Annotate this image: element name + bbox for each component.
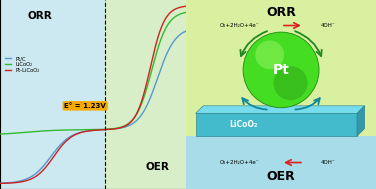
Text: OER: OER (146, 162, 170, 172)
Pt-LiCoO₂ (122, 125, 127, 128)
Text: 4OH⁻: 4OH⁻ (321, 160, 336, 165)
Pt/C (45, 159, 50, 162)
LiCoO₂ (31, 131, 35, 133)
Pt/C (0, 182, 2, 184)
Line: LiCoO₂: LiCoO₂ (0, 12, 186, 134)
Polygon shape (357, 106, 365, 136)
Polygon shape (196, 106, 365, 113)
LiCoO₂ (82, 129, 86, 131)
Legend: Pt/C, LiCoO₂, Pt-LiCoO₂: Pt/C, LiCoO₂, Pt-LiCoO₂ (5, 56, 40, 73)
LiCoO₂ (45, 129, 50, 132)
Text: OER: OER (267, 170, 296, 183)
LiCoO₂ (122, 125, 127, 127)
Pt-LiCoO₂ (82, 131, 86, 133)
Bar (186, 136, 376, 189)
Text: Pt: Pt (273, 63, 290, 77)
Pt-LiCoO₂ (184, 5, 188, 7)
Pt-LiCoO₂ (45, 163, 50, 166)
Text: O₂+2H₂O+4e⁻: O₂+2H₂O+4e⁻ (220, 23, 259, 28)
Pt/C (108, 128, 112, 130)
Pt-LiCoO₂ (0, 182, 2, 184)
LiCoO₂ (138, 106, 143, 108)
Text: LiCoO₂: LiCoO₂ (229, 120, 257, 129)
Pt/C (31, 174, 35, 177)
Pt/C (138, 116, 143, 118)
Text: ORR: ORR (28, 11, 53, 21)
Polygon shape (196, 113, 357, 136)
Pt-LiCoO₂ (108, 128, 112, 130)
LiCoO₂ (0, 133, 2, 135)
Line: Pt/C: Pt/C (0, 31, 186, 183)
Text: E° = 1.23V: E° = 1.23V (64, 103, 106, 109)
Text: ORR: ORR (266, 6, 296, 19)
LiCoO₂ (108, 128, 112, 130)
Pt/C (82, 130, 86, 133)
Circle shape (255, 40, 284, 69)
Pt-LiCoO₂ (138, 104, 143, 107)
LiCoO₂ (184, 11, 188, 13)
Text: O₂+2H₂O+4e⁻: O₂+2H₂O+4e⁻ (220, 160, 259, 165)
Circle shape (243, 32, 319, 108)
Circle shape (273, 66, 308, 100)
Pt-LiCoO₂ (31, 177, 35, 179)
Pt/C (184, 30, 188, 32)
Pt/C (122, 126, 127, 128)
Line: Pt-LiCoO₂: Pt-LiCoO₂ (0, 6, 186, 183)
Text: 4OH⁻: 4OH⁻ (321, 23, 336, 28)
Bar (105, 0, 200, 189)
